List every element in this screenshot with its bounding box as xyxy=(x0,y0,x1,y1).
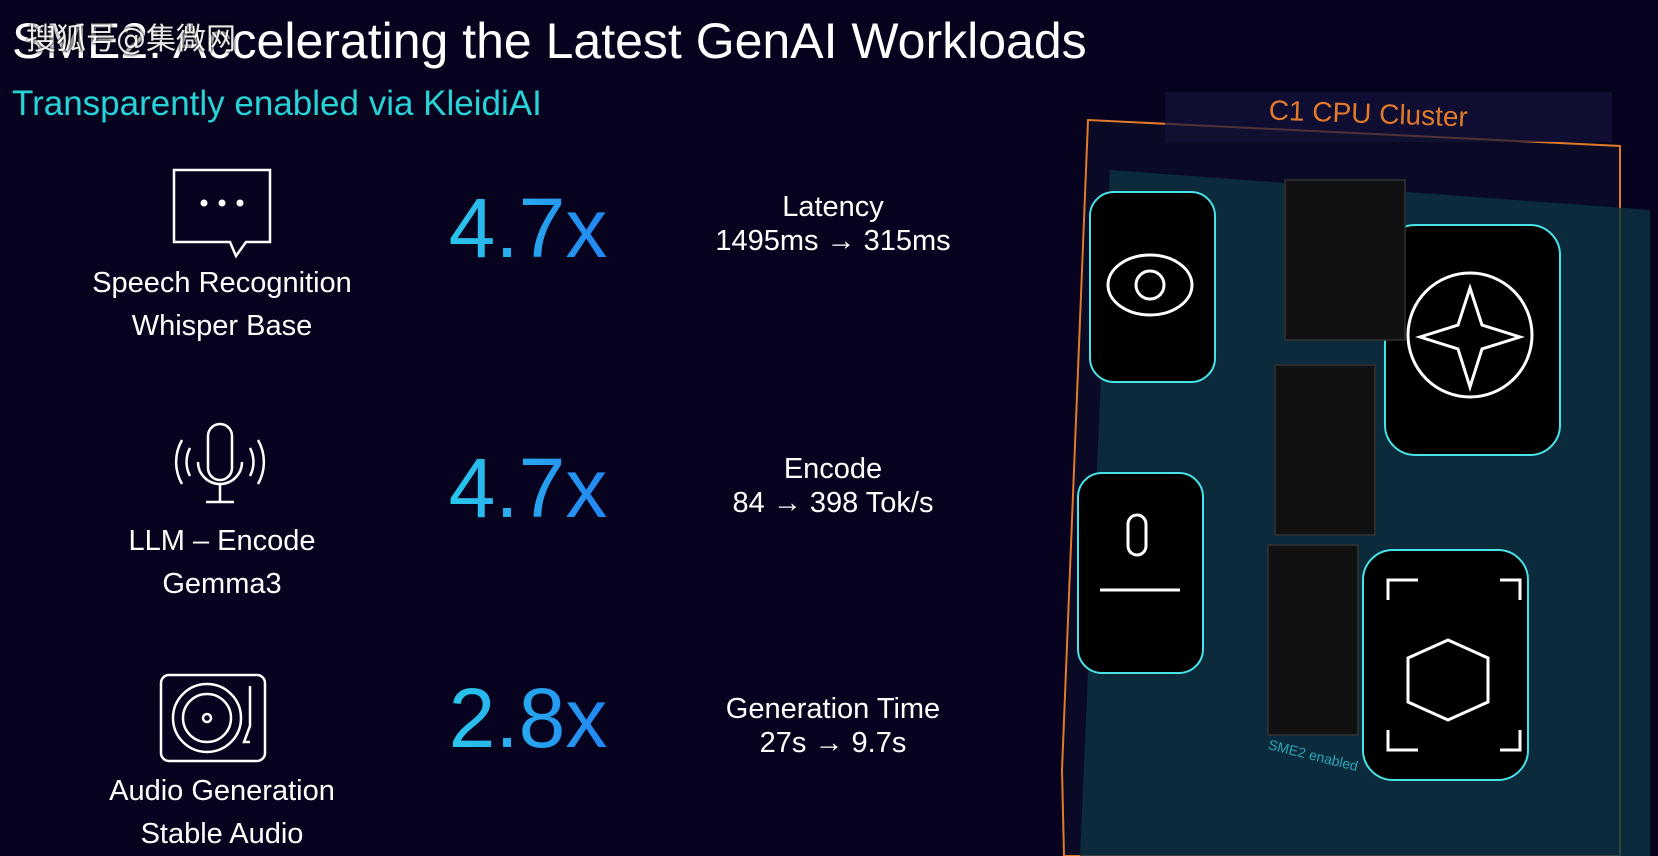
metric-name: Encode xyxy=(783,453,883,485)
metric-detail: 1495ms → 315ms xyxy=(715,225,951,257)
subtitle: Transparently enabled via KleidiAI xyxy=(12,84,542,123)
speedup: 4.7x xyxy=(388,440,668,537)
workload-label: LLM – Encode xyxy=(128,525,316,557)
watermark: 搜狐号@集微网 xyxy=(26,22,236,57)
title: SME2: Accelerating the Latest GenAI Work… xyxy=(12,13,1087,69)
speedup: 2.8x xyxy=(388,670,668,767)
chat-icon xyxy=(172,168,272,259)
workload-label: Speech Recognition xyxy=(92,267,352,299)
metric-name: Latency xyxy=(782,191,884,223)
workload-label: Audio Generation xyxy=(109,775,335,807)
workload-label: Gemma3 xyxy=(162,568,282,600)
cpu-graphic: C1 CPU Cluster SME2 enabled xyxy=(1060,92,1650,856)
metric-detail: 27s → 9.7s xyxy=(759,727,907,759)
turntable-icon xyxy=(159,673,267,763)
speedup: 4.7x xyxy=(388,180,668,277)
cluster-label: C1 CPU Cluster xyxy=(1268,95,1468,133)
metric-name: Generation Time xyxy=(725,693,941,725)
workload-label: Whisper Base xyxy=(131,310,313,342)
metric-detail: 84 → 398 Tok/s xyxy=(732,487,934,519)
chat-dots xyxy=(200,199,244,207)
mic-icon xyxy=(174,422,266,504)
workload-label: Stable Audio xyxy=(140,818,304,850)
